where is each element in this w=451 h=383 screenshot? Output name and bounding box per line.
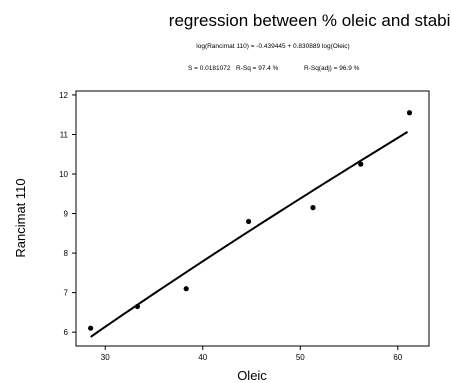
x-axis-label: Oleic [237, 368, 267, 383]
y-tick-label: 11 [60, 130, 69, 139]
stat-rsq: R-Sq = 97.4 % [236, 65, 279, 72]
y-tick-label: 12 [59, 91, 68, 100]
x-tick-label: 50 [296, 353, 305, 362]
y-axis: 6 7 8 9 10 11 12 [59, 91, 76, 337]
x-tick-label: 30 [101, 353, 110, 362]
x-tick-label: 60 [393, 353, 402, 362]
y-tick-label: 8 [64, 249, 69, 258]
y-axis-label: Rancimat 110 [13, 178, 28, 257]
stat-rsq-adj: R-Sq(adj) = 96.9 % [304, 65, 360, 72]
y-tick-label: 10 [59, 170, 68, 179]
plot-frame [75, 90, 430, 347]
data-point [406, 110, 413, 116]
data-point [245, 218, 252, 225]
data-point [134, 303, 141, 310]
y-tick-label: 6 [64, 328, 69, 337]
data-point [310, 205, 316, 211]
data-point [358, 161, 364, 167]
x-axis: 30 40 50 60 [101, 346, 403, 362]
chart-title: regression between % oleic and stability [169, 11, 451, 30]
x-tick-label: 40 [198, 353, 207, 362]
fit-layer [90, 131, 409, 338]
y-tick-label: 7 [64, 289, 69, 298]
y-tick-label: 9 [64, 210, 69, 219]
regression-equation: log(Rancimat 110) = -0.439445 + 0.830889… [196, 43, 349, 50]
data-point [183, 286, 189, 292]
regression-line [90, 131, 409, 338]
stat-s: S = 0.0181072 [188, 65, 231, 72]
data-point [88, 325, 94, 331]
data-points [88, 110, 413, 331]
